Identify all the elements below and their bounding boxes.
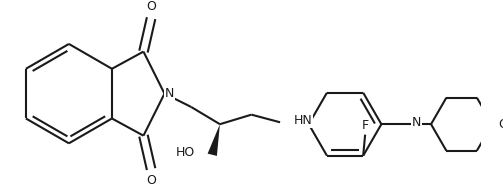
- Text: N: N: [164, 87, 174, 100]
- Text: O: O: [146, 0, 156, 13]
- Polygon shape: [208, 124, 220, 156]
- Text: N: N: [412, 116, 422, 129]
- Text: HO: HO: [176, 146, 195, 159]
- Text: O: O: [146, 174, 156, 187]
- Text: F: F: [362, 119, 369, 132]
- Text: HN: HN: [293, 114, 312, 127]
- Text: O: O: [498, 118, 503, 131]
